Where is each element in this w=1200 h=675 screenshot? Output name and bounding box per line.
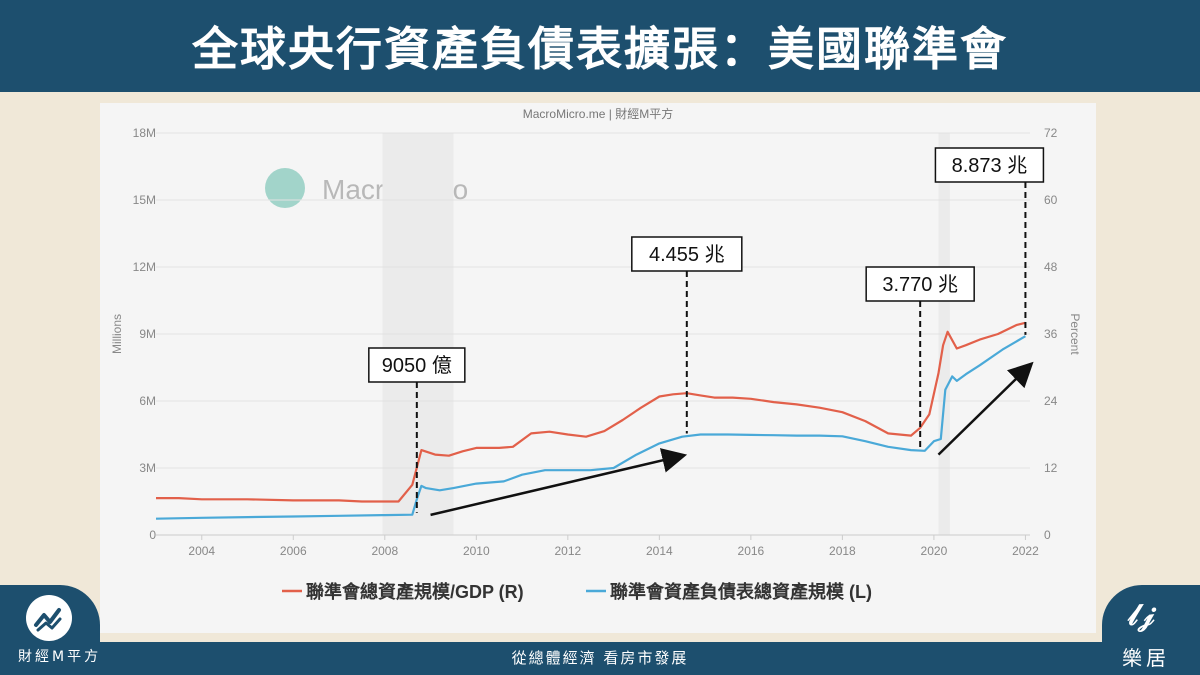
y-tick-right: 48: [1044, 260, 1058, 274]
annotation-box: [934, 147, 1045, 183]
x-tick-label: 2014: [646, 544, 673, 558]
legend: 聯準會總資產規模/GDP (R) 聯準會資產負債表總資產規模 (L): [282, 581, 872, 602]
y-axis-right: 0 12 24 36 48 60 72: [1044, 126, 1058, 542]
series-line-gdp: [156, 321, 1026, 503]
y-tick-right: 36: [1044, 327, 1058, 341]
y-tick-right: 0: [1044, 528, 1051, 542]
series-line-assets: [155, 335, 1026, 520]
y-tick-right: 24: [1044, 394, 1058, 408]
y-tick-left: 18M: [133, 126, 156, 140]
y-tick-left: 3M: [139, 461, 156, 475]
annotation-box: [631, 236, 743, 272]
leju-logo-icon: 𝓁𝒿: [1128, 598, 1155, 633]
trend-arrow: [937, 361, 1034, 456]
page-title: 全球央行資產負債表擴張：美國聯準會: [0, 0, 1200, 92]
macromicro-logo-icon: [26, 595, 72, 641]
x-tick-label: 2022: [1012, 544, 1039, 558]
annotations: 9050 億 4.455 兆 3.770 兆 8.873 兆: [368, 147, 1045, 517]
annotation-box: [368, 347, 466, 383]
annotation-label: 8.873 兆: [952, 154, 1028, 177]
x-axis: 2004 2006 2008 2010 2012 2014 2016 2018 2020 2022: [156, 534, 1039, 558]
legend-label-gdp: 聯準會總資產規模/GDP (R): [306, 581, 524, 602]
x-tick-label: 2004: [188, 544, 215, 558]
right-brand-badge: [1102, 585, 1200, 675]
series-lines: [155, 321, 1026, 520]
y-tick-left: 15M: [133, 193, 156, 207]
x-tick-label: 2010: [463, 544, 490, 558]
x-tick-label: 2018: [829, 544, 856, 558]
annotation-box: [865, 266, 975, 302]
y-axis-left: 0 3M 6M 9M 12M 15M 18M: [133, 126, 157, 542]
y-tick-left: 0: [149, 528, 156, 542]
y-axis-left-label: Millions: [110, 314, 124, 354]
y-tick-right: 72: [1044, 126, 1058, 140]
x-tick-label: 2020: [921, 544, 948, 558]
x-tick-label: 2012: [554, 544, 581, 558]
footer-bar: [0, 642, 1200, 675]
annotation-label: 4.455 兆: [649, 243, 725, 266]
watermark-logo-icon: [265, 168, 305, 208]
y-tick-right: 60: [1044, 193, 1058, 207]
x-tick-label: 2006: [280, 544, 307, 558]
y-axis-right-label: Percent: [1068, 313, 1082, 355]
annotation-label: 3.770 兆: [882, 273, 958, 296]
y-tick-left: 12M: [133, 260, 156, 274]
legend-label-assets: 聯準會資產負債表總資產規模 (L): [610, 581, 872, 602]
x-tick-label: 2016: [738, 544, 765, 558]
y-tick-left: 9M: [139, 327, 156, 341]
chart-source: MacroMicro.me | 財經M平方: [523, 106, 673, 121]
footer-slogan: 從總體經濟 看房市發展: [511, 649, 689, 667]
y-tick-left: 6M: [139, 394, 156, 408]
left-brand-name: 財經M平方: [18, 649, 102, 665]
y-tick-right: 12: [1044, 461, 1058, 475]
annotation-label: 9050 億: [382, 354, 452, 377]
trend-arrow: [430, 448, 688, 517]
right-brand-name: 樂居: [1122, 646, 1170, 670]
x-tick-label: 2008: [371, 544, 398, 558]
